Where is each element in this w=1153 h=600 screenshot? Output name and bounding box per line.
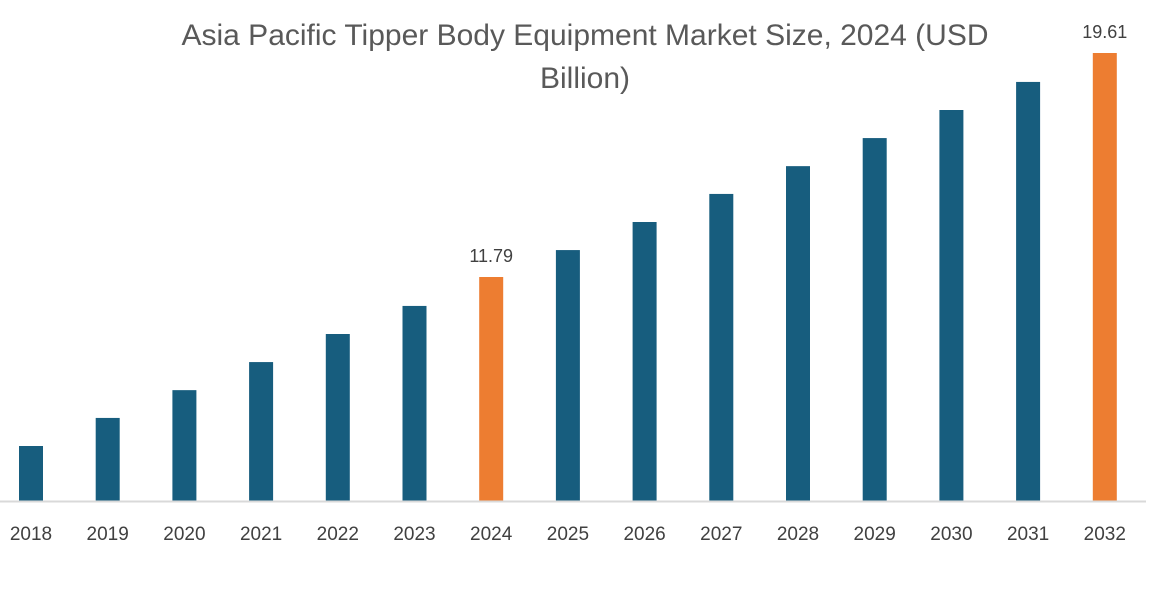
- bar-2022: [325, 334, 350, 501]
- bar-2029: [862, 138, 887, 502]
- data-label-2024: 11.79: [469, 246, 513, 266]
- x-tick-label: 2032: [1084, 524, 1126, 545]
- bar-2030: [939, 110, 964, 501]
- x-tick-label: 2026: [623, 524, 665, 545]
- bar-2031: [1016, 81, 1041, 502]
- x-tick-label: 2023: [393, 524, 435, 545]
- x-tick-label: 2031: [1007, 524, 1049, 545]
- bar-2032: [1092, 53, 1117, 501]
- x-tick-label: 2022: [317, 524, 359, 545]
- x-tick-label: 2025: [547, 524, 589, 545]
- bar-2018: [19, 446, 43, 501]
- bar-2020: [172, 390, 197, 501]
- bar-2019: [95, 417, 120, 501]
- bar-2028: [786, 166, 810, 501]
- bar-2027: [709, 193, 734, 501]
- x-tick-label: 2018: [10, 524, 52, 545]
- x-tick-label: 2029: [854, 524, 896, 545]
- bar-2024: [479, 277, 504, 501]
- chart-title: Asia Pacific Tipper Body Equipment Marke…: [181, 19, 989, 95]
- x-tick-label: 2021: [240, 524, 282, 545]
- bar-2023: [402, 305, 427, 501]
- x-tick-label: 2020: [163, 524, 205, 545]
- x-tick-label: 2019: [87, 524, 129, 545]
- x-tick-label: 2024: [470, 524, 513, 545]
- x-tick-label: 2030: [930, 524, 972, 545]
- bar-2025: [555, 250, 580, 501]
- data-label-2032: 19.61: [1082, 22, 1127, 42]
- bar-2021: [249, 362, 274, 501]
- bar-2026: [632, 222, 657, 501]
- x-tick-label: 2028: [777, 524, 819, 545]
- x-tick-label: 2027: [700, 524, 742, 545]
